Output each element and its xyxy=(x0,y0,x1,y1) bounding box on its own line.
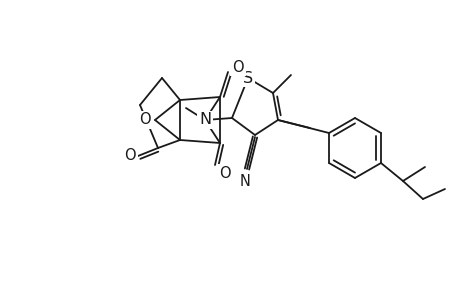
Text: O: O xyxy=(139,112,151,128)
Text: S: S xyxy=(242,70,252,86)
Text: N: N xyxy=(239,173,250,188)
Text: O: O xyxy=(218,166,230,181)
Text: N: N xyxy=(198,112,211,128)
Text: O: O xyxy=(232,59,243,74)
Text: O: O xyxy=(124,148,135,164)
